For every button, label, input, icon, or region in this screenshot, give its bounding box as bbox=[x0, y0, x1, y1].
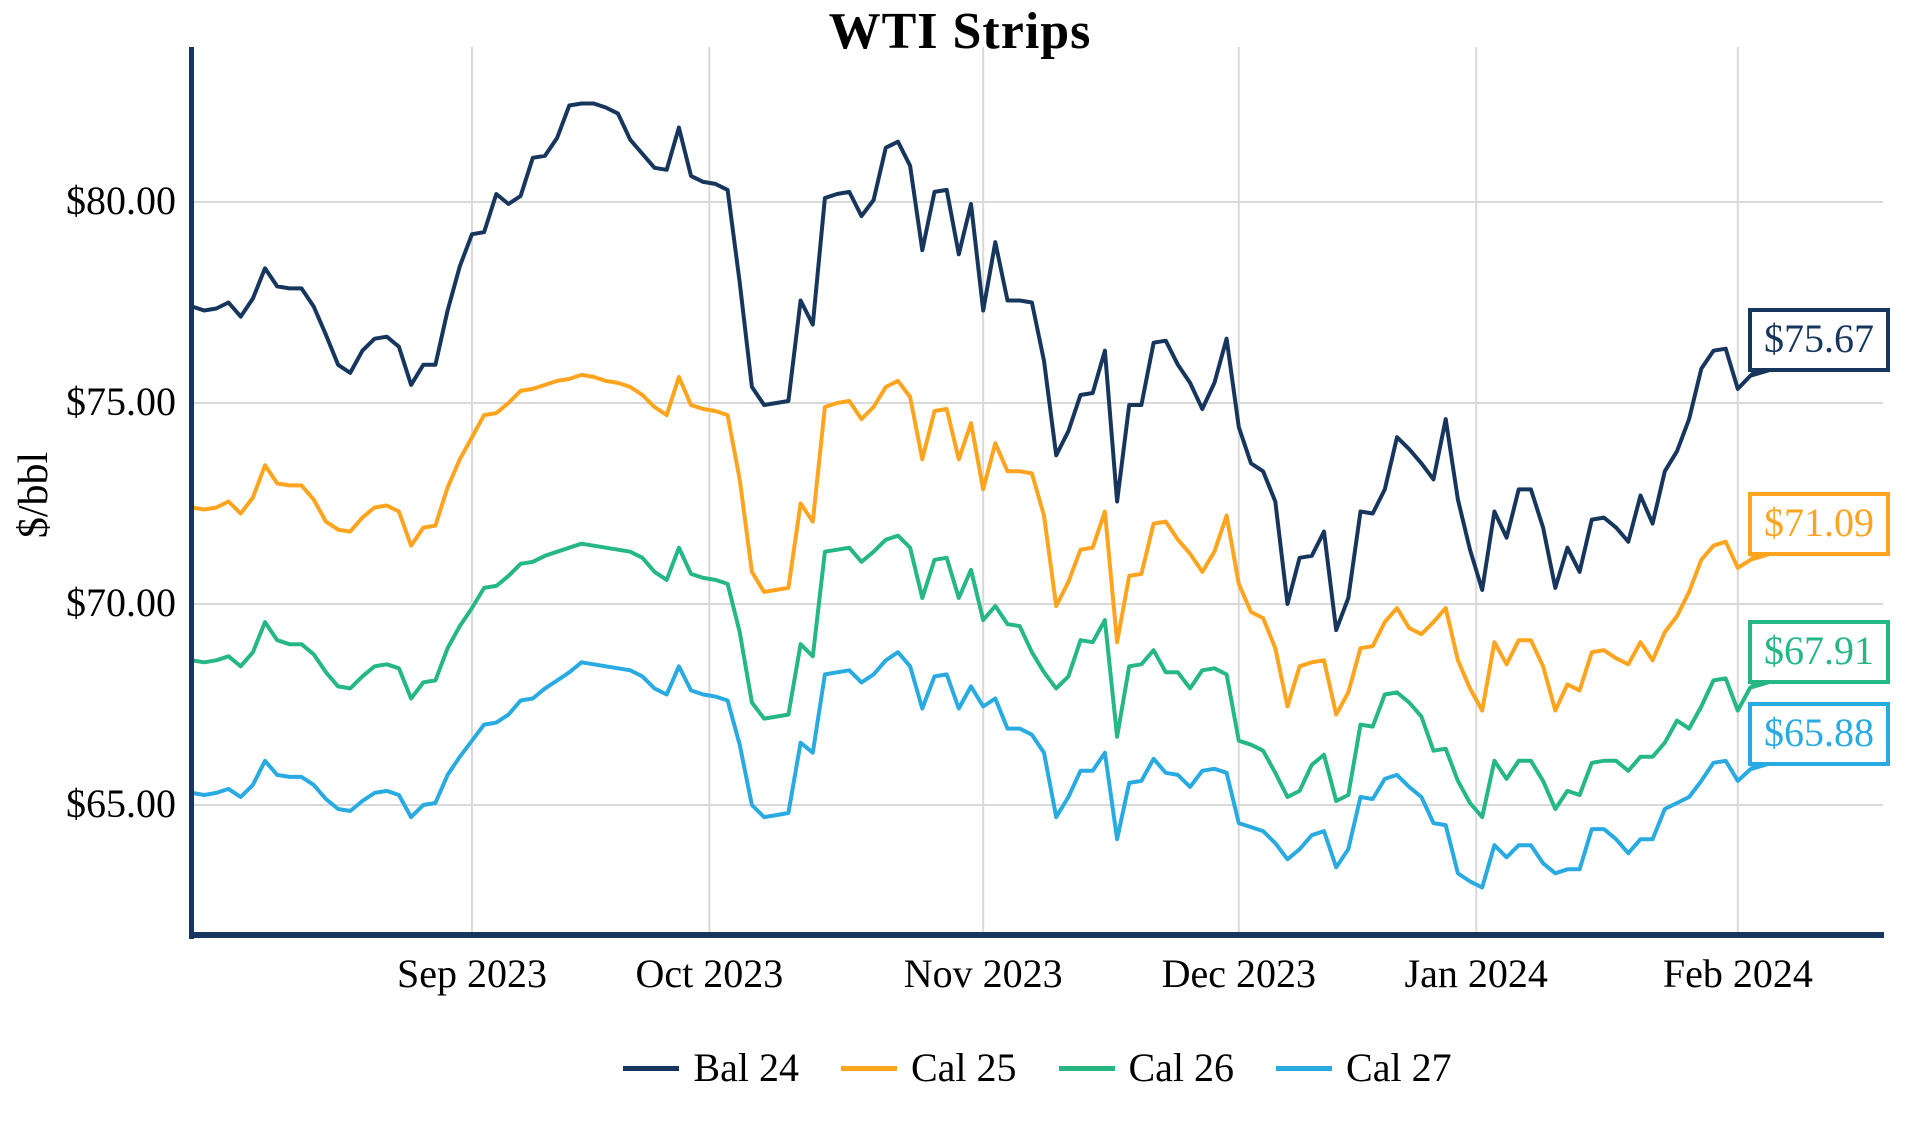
end-label-cal-26: $67.91 bbox=[1748, 620, 1890, 685]
legend-label: Cal 25 bbox=[910, 1045, 1017, 1090]
legend-swatch-icon bbox=[1058, 1065, 1115, 1071]
legend-item-bal-24: Bal 24 bbox=[623, 1046, 799, 1090]
legend-item-cal-25: Cal 25 bbox=[840, 1045, 1017, 1090]
y-tick-label-65: $65.00 bbox=[66, 781, 176, 826]
y-axis-line bbox=[189, 47, 194, 939]
legend-swatch-icon bbox=[840, 1065, 897, 1071]
series-line-cal-27 bbox=[190, 650, 1752, 890]
series-line-cal-25 bbox=[190, 372, 1752, 717]
legend-label: Cal 27 bbox=[1346, 1045, 1452, 1090]
legend-item-cal-26: Cal 26 bbox=[1058, 1045, 1235, 1090]
x-tick-label-2024-01: Jan 2024 bbox=[1404, 951, 1548, 996]
series-line-cal-26 bbox=[190, 533, 1752, 820]
legend-swatch-icon bbox=[623, 1065, 680, 1071]
x-tick-label-2023-11: Nov 2023 bbox=[903, 951, 1063, 996]
end-label-cal-27: $65.88 bbox=[1748, 701, 1890, 766]
x-tick-label-2023-09: Sep 2023 bbox=[396, 951, 547, 996]
series-line-bal-24 bbox=[190, 101, 1752, 633]
y-tick-label-70: $70.00 bbox=[66, 580, 176, 625]
x-tick-label-2023-12: Dec 2023 bbox=[1161, 951, 1316, 996]
legend-item-cal-27: Cal 27 bbox=[1276, 1046, 1452, 1090]
y-tick-label-75: $75.00 bbox=[66, 379, 176, 424]
legend: Bal 24 Cal 25 Cal 26 Cal 27 bbox=[192, 1046, 1883, 1090]
legend-label: Cal 26 bbox=[1128, 1045, 1235, 1090]
x-axis-line bbox=[189, 932, 1884, 938]
y-tick-label-80: $80.00 bbox=[66, 178, 176, 223]
end-label-bal-24: $75.67 bbox=[1748, 308, 1890, 373]
x-tick-label-2024-02: Feb 2024 bbox=[1662, 951, 1813, 996]
x-tick-label-2023-10: Oct 2023 bbox=[635, 951, 784, 996]
chart-title: WTI Strips bbox=[828, 3, 1092, 60]
legend-label: Bal 24 bbox=[693, 1045, 799, 1090]
end-label-cal-25: $71.09 bbox=[1748, 492, 1890, 557]
legend-swatch-icon bbox=[1276, 1065, 1333, 1071]
